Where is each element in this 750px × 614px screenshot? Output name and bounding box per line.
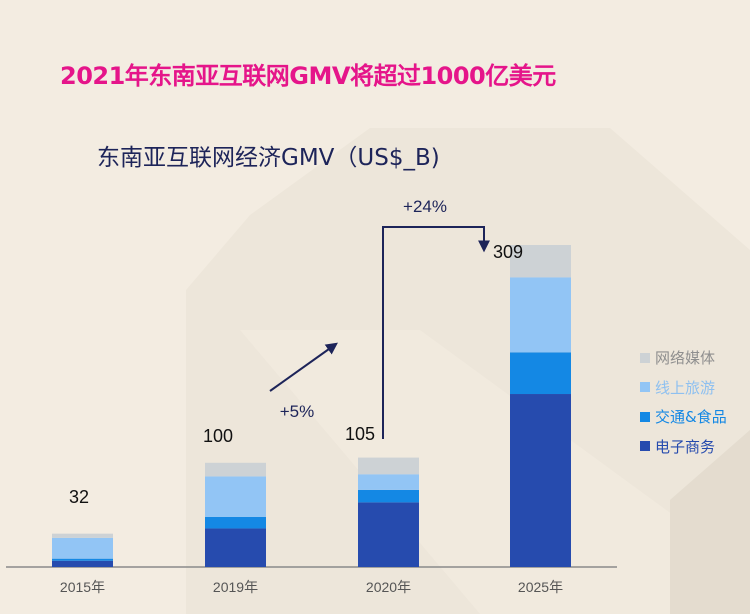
bar-segment-2025年-线上旅游 (510, 277, 571, 353)
bar-segment-2020年-交通&食品 (358, 489, 419, 503)
bar-segment-2019年-线上旅游 (205, 476, 266, 517)
growth-arrow-5 (269, 342, 338, 392)
corner-shape (670, 430, 750, 614)
bar-segment-2019年-电子商务 (205, 528, 266, 567)
legend-swatch (640, 382, 650, 393)
legend-swatch (640, 411, 650, 422)
bar-segment-2020年-网络媒体 (358, 457, 419, 475)
annotation-label: +24% (403, 197, 447, 216)
legend-label: 线上旅游 (655, 378, 716, 397)
bar-segment-2025年-电子商务 (510, 394, 571, 567)
x-tick-label: 2015年 (60, 579, 105, 595)
legend-item: 电子商务 (640, 432, 727, 462)
bar-segment-2015年-线上旅游 (52, 537, 113, 559)
annotation-label: +5% (280, 402, 315, 421)
legend-swatch (640, 441, 650, 452)
bar-segment-2025年-交通&食品 (510, 352, 571, 395)
bar-segment-2019年-网络媒体 (205, 462, 266, 477)
bar-segment-2015年-电子商务 (52, 560, 113, 567)
bar-segment-2019年-交通&食品 (205, 516, 266, 529)
legend-item: 交通&食品 (640, 402, 727, 432)
legend-item: 网络媒体 (640, 343, 727, 373)
x-tick-label: 2020年 (366, 579, 411, 595)
bar-segment-2020年-线上旅游 (358, 474, 419, 490)
bar-segment-2020年-电子商务 (358, 502, 419, 567)
data-label-total: 100 (203, 426, 233, 446)
bar-segment-2015年-交通&食品 (52, 558, 113, 561)
growth-arrow-24 (382, 226, 490, 439)
legend-swatch (640, 352, 650, 363)
data-label-total: 105 (345, 424, 375, 444)
data-label-total: 32 (69, 487, 89, 507)
legend-label: 交通&食品 (655, 408, 727, 427)
data-label-total: 309 (493, 242, 523, 262)
legend-item: 线上旅游 (640, 373, 727, 403)
chart-title: 东南亚互联网经济GMV（US$_B) (97, 145, 440, 171)
bar-segment-2015年-网络媒体 (52, 533, 113, 538)
legend-label: 电子商务 (655, 437, 716, 456)
page-title: 2021年东南亚互联网GMV将超过1000亿美元 (60, 62, 556, 90)
x-tick-label: 2019年 (213, 579, 258, 595)
bar-segment-2025年-网络媒体 (510, 245, 571, 278)
diagonal-band (240, 330, 750, 614)
x-tick-label: 2025年 (518, 579, 563, 595)
legend-label: 网络媒体 (655, 349, 716, 368)
legend: 网络媒体线上旅游交通&食品电子商务 (640, 343, 727, 461)
